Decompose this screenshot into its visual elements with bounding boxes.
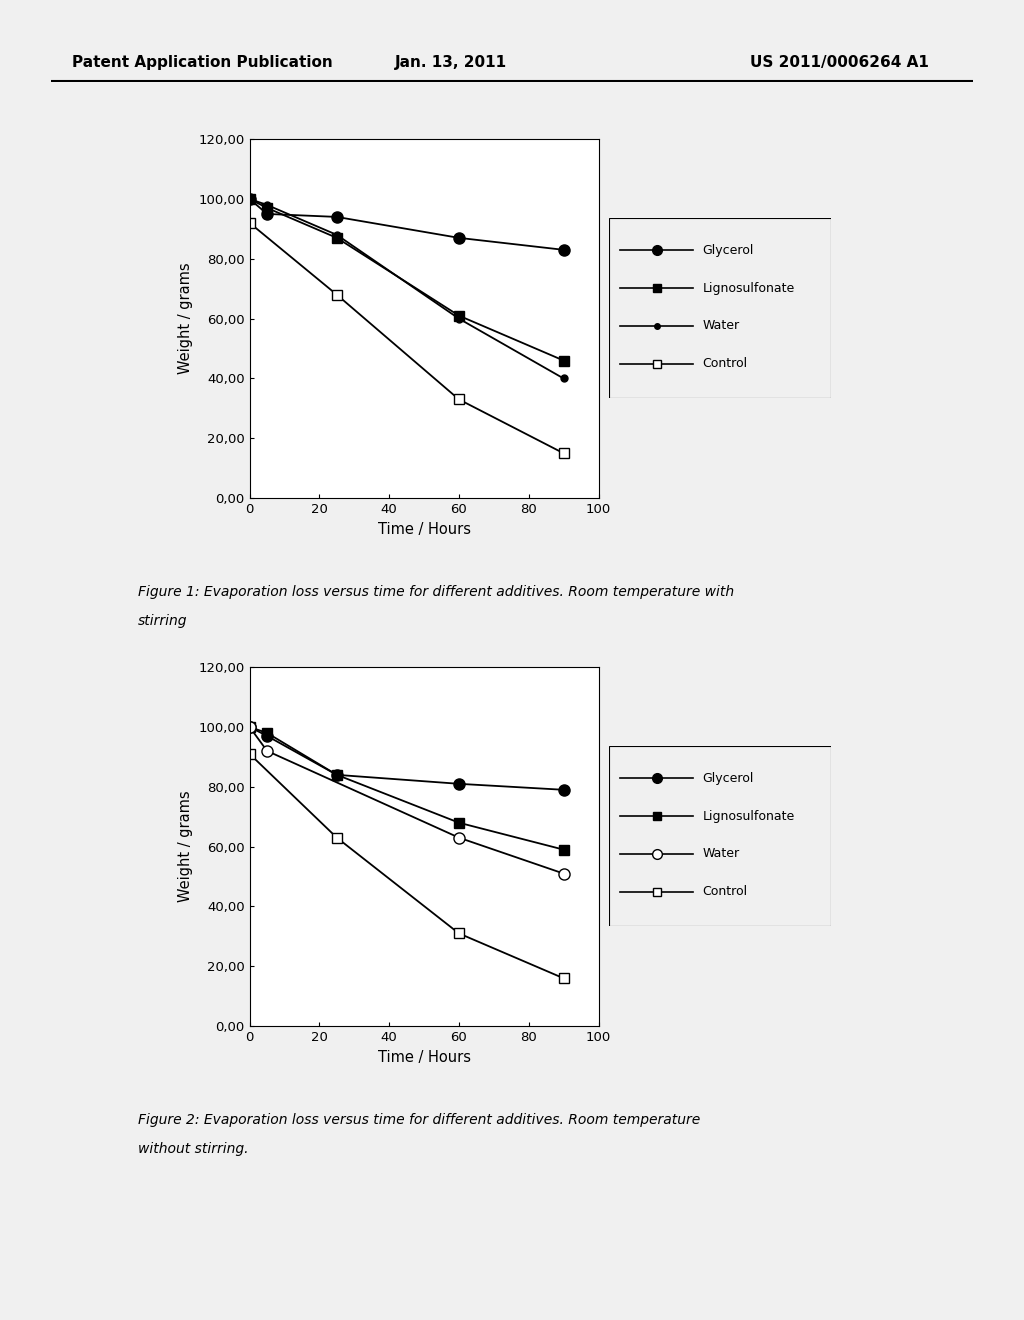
X-axis label: Time / Hours: Time / Hours	[378, 521, 471, 537]
Text: Lignosulfonate: Lignosulfonate	[702, 809, 795, 822]
Text: Control: Control	[702, 356, 748, 370]
Text: Lignosulfonate: Lignosulfonate	[702, 281, 795, 294]
Text: Control: Control	[702, 884, 748, 898]
Y-axis label: Weight / grams: Weight / grams	[178, 791, 193, 903]
Text: stirring: stirring	[138, 614, 187, 628]
Text: US 2011/0006264 A1: US 2011/0006264 A1	[751, 54, 929, 70]
Text: Glycerol: Glycerol	[702, 772, 754, 785]
Text: Figure 2: Evaporation loss versus time for different additives. Room temperature: Figure 2: Evaporation loss versus time f…	[138, 1113, 700, 1127]
Text: Water: Water	[702, 319, 739, 333]
Text: Figure 1: Evaporation loss versus time for different additives. Room temperature: Figure 1: Evaporation loss versus time f…	[138, 585, 734, 599]
X-axis label: Time / Hours: Time / Hours	[378, 1049, 471, 1065]
Text: Jan. 13, 2011: Jan. 13, 2011	[394, 54, 507, 70]
Text: without stirring.: without stirring.	[138, 1142, 249, 1156]
Text: Patent Application Publication: Patent Application Publication	[72, 54, 333, 70]
Text: Glycerol: Glycerol	[702, 244, 754, 257]
Y-axis label: Weight / grams: Weight / grams	[178, 263, 193, 375]
Text: Water: Water	[702, 847, 739, 861]
